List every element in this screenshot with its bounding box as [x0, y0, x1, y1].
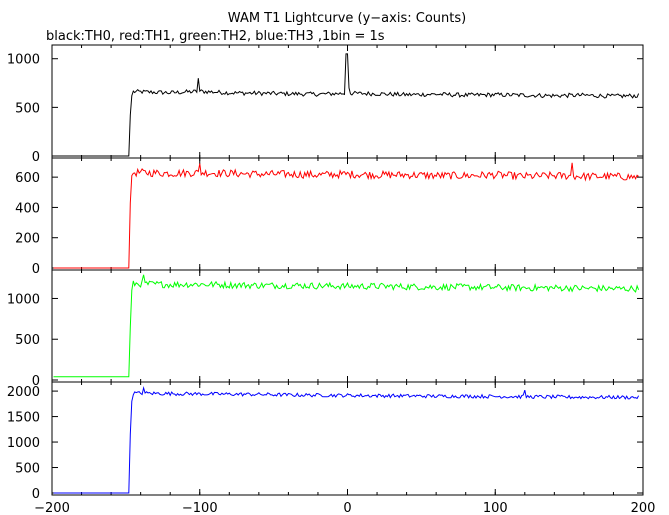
x-tick-label: 200: [631, 501, 656, 515]
y-tick-label: 0: [32, 487, 40, 502]
y-tick-label: 200: [15, 232, 40, 247]
chart-title: WAM T1 Lightcurve (y−axis: Counts): [228, 11, 466, 26]
y-tick-label: 500: [15, 462, 40, 477]
y-tick-label: 400: [15, 201, 40, 216]
panel-th2: 0 500 1000: [7, 269, 644, 389]
x-tick-label: 0: [343, 501, 351, 515]
x-tick-label: −200: [34, 501, 70, 515]
y-tick-label: 1000: [7, 292, 40, 307]
series-line-th2: [53, 274, 640, 378]
series-line-th1: [53, 162, 639, 269]
chart-subtitle: black:TH0, red:TH1, green:TH2, blue:TH3 …: [46, 29, 385, 44]
y-tick-label: 1500: [7, 411, 40, 426]
x-tick-label: 100: [483, 501, 508, 515]
panel-th0: 0 500 1000: [7, 44, 644, 165]
y-tick-label: 2000: [7, 385, 40, 400]
y-tick-label: 1000: [7, 436, 40, 451]
panel-th3: 0 500 1000 1500 2000: [7, 381, 644, 502]
y-tick-label: 600: [15, 171, 40, 186]
series-line-th3: [53, 386, 640, 494]
y-tick-label: 500: [15, 101, 40, 116]
y-tick-label: 500: [15, 333, 40, 348]
y-tick-label: 1000: [7, 53, 40, 68]
y-tick-label: 0: [32, 262, 40, 277]
panel-frame: [51, 381, 644, 496]
panel-th1: 0 200 400 600: [15, 157, 644, 277]
x-tick-label: −100: [182, 501, 218, 515]
panel-frame: [51, 157, 644, 271]
y-tick-label: 0: [32, 374, 40, 389]
y-tick-label: 0: [32, 150, 40, 165]
panels-group: 0 500 1000 0 200 400 600 0 500 1000 0 500 1000 1500 20…: [7, 44, 644, 502]
x-axis: −200 −100 0 100 200: [34, 501, 655, 515]
series-line-th0: [53, 53, 640, 157]
